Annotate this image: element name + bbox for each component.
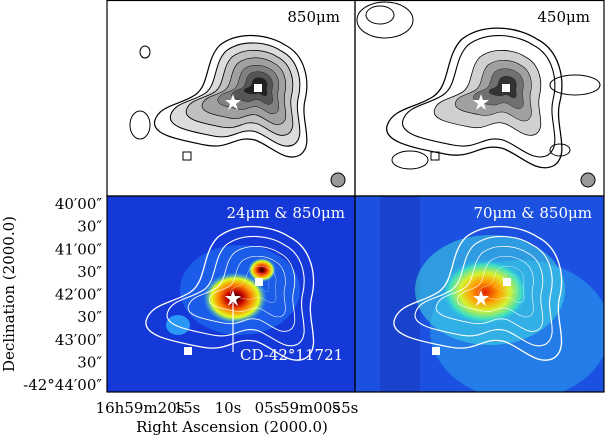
y-tick-label: 42′00″ xyxy=(55,286,103,304)
y-tick-label: 40′00″ xyxy=(55,195,103,213)
frames xyxy=(106,0,605,393)
panel-450 xyxy=(355,0,604,196)
y-tick-label: 30″ xyxy=(77,218,102,236)
panel-label: 70μm & 850μm xyxy=(473,204,592,222)
panel-label: 24μm & 850μm xyxy=(226,204,345,222)
x-tick-label: 55s xyxy=(332,399,359,417)
y-tick-label: 30″ xyxy=(77,263,102,281)
y-tick-label: 30″ xyxy=(77,308,102,326)
source-annotation: CD-42°11721 xyxy=(240,346,343,364)
x-tick-label: 59m00s xyxy=(280,399,340,417)
panel-label: 850μm xyxy=(287,8,340,26)
y-tick-label: -42°44′00″ xyxy=(23,376,102,394)
x-tick-label: 05s xyxy=(255,399,282,417)
x-tick-label: 10s xyxy=(215,399,242,417)
y-tick-label: 41′00″ xyxy=(55,240,103,258)
panel-24 xyxy=(107,196,355,392)
x-tick-label: 16h59m20s xyxy=(96,399,185,417)
x-tick-label: 15s xyxy=(174,399,201,417)
x-axis-title: Right Ascension (2000.0) xyxy=(136,418,328,436)
y-tick-label: 43′00″ xyxy=(55,331,103,349)
y-tick-label: 30″ xyxy=(77,353,102,371)
panel-label: 450μm xyxy=(537,8,590,26)
y-axis-title: Declination (2000.0) xyxy=(0,216,18,372)
panel-850 xyxy=(107,0,355,196)
panel-70 xyxy=(355,196,604,392)
